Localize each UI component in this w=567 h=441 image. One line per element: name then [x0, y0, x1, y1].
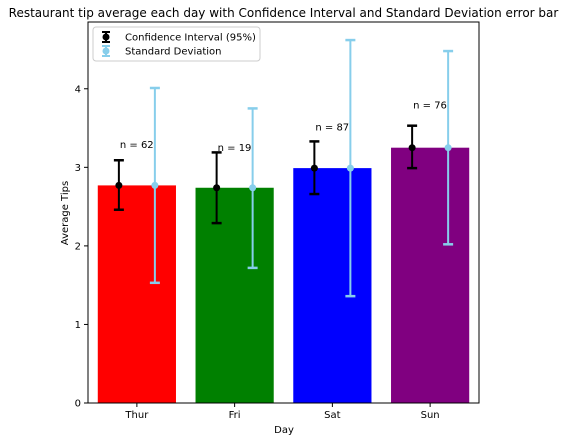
plot-area: n = 62 n = 19 n = 87 n = 76 0 1 2 3 4 Thur Fri Sat S… [75, 21, 480, 421]
chart-title: Restaurant tip average each day with Con… [9, 6, 559, 20]
bar-thur [97, 185, 176, 403]
sd-errorbar-thur-point [151, 181, 159, 189]
sd-errorbar-sun-point [444, 144, 452, 152]
ci-errorbar-sat-point [310, 164, 318, 172]
legend-marker-point [102, 47, 110, 55]
sample-size-label-thur: n = 62 [120, 140, 154, 151]
legend: Confidence Interval (95%) Standard Deviat… [92, 26, 261, 62]
x-tick-label-sat: Sat [324, 410, 340, 421]
y-tick-label: 3 [75, 163, 81, 174]
x-tick-label-sun: Sun [421, 410, 440, 421]
x-axis-label: Day [274, 425, 294, 436]
sd-errorbar-fri-point [249, 184, 257, 192]
legend-label-ci: Confidence Interval (95%) [125, 33, 256, 44]
bar-fri [195, 187, 274, 403]
y-tick-label: 1 [75, 320, 81, 331]
y-tick-label: 0 [75, 399, 81, 410]
ci-errorbar-sun-point [408, 144, 416, 152]
bar-sun [391, 147, 470, 403]
x-tick-label-thur: Thur [124, 410, 149, 421]
y-tick-label: 2 [75, 241, 81, 252]
sample-size-label-sat: n = 87 [315, 122, 349, 133]
ci-errorbar-thur-point [115, 181, 123, 189]
sd-errorbar-sat-point [346, 164, 354, 172]
axes-frame [87, 21, 480, 404]
legend-label-sd: Standard Deviation [125, 47, 222, 58]
legend-box [92, 26, 261, 62]
ci-errorbar-fri-point [213, 184, 221, 192]
legend-marker-point [102, 33, 110, 41]
x-tick-label-fri: Fri [229, 410, 241, 421]
y-tick-label: 4 [75, 84, 81, 95]
y-axis-label: Average Tips [60, 181, 71, 245]
bar-sat [293, 168, 372, 403]
sample-size-label-fri: n = 19 [218, 143, 252, 154]
sample-size-label-sun: n = 76 [413, 100, 447, 111]
